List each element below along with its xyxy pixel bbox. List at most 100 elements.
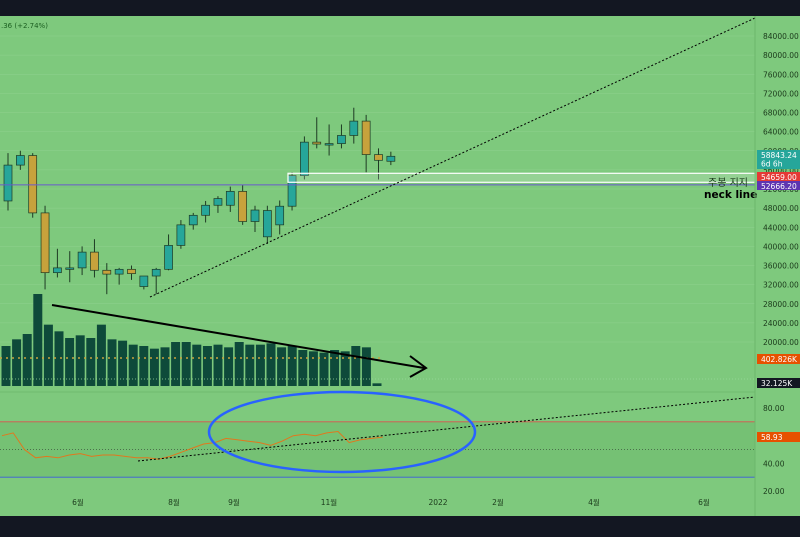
candle-body [386, 155, 396, 162]
candle-body [201, 204, 210, 216]
red-level-label-bg [757, 172, 800, 181]
candle-body [300, 141, 309, 176]
volume-bar [330, 350, 340, 386]
candle-body [28, 155, 38, 214]
neck-line-label: neck line [704, 189, 757, 201]
volume-bar [1, 346, 11, 386]
candle-body [114, 268, 124, 275]
candle-body [324, 143, 334, 146]
volume-bar [224, 347, 234, 386]
arrow-head [409, 355, 428, 378]
time-tick-label: 2022 [428, 498, 447, 507]
rsi-tick-label: 20.00 [763, 487, 785, 496]
price-tick-label: 68000.00 [763, 109, 799, 118]
price-tick-label: 56000.00 [763, 166, 799, 175]
price-tick-label: 84000.00 [763, 32, 799, 41]
price-tick-label: 72000.00 [763, 89, 799, 98]
candle-body [361, 120, 371, 155]
candle-body [213, 198, 223, 206]
price-pane [3, 107, 396, 295]
candle-body [90, 251, 99, 271]
candle-body [312, 141, 322, 145]
candle-body [263, 210, 272, 238]
candle-body [164, 245, 173, 270]
volume-bar [266, 343, 276, 386]
bottom-frame [0, 516, 800, 533]
candle-body [225, 191, 235, 206]
time-tick-label: 6월 [698, 497, 710, 507]
volume-bar [277, 347, 287, 386]
volume-bar [149, 348, 159, 386]
candle-body [176, 224, 186, 246]
header-change-text: .36 (+2.74%) [1, 22, 48, 30]
price-tick-label: 48000.00 [763, 204, 799, 213]
volume-bar [160, 347, 170, 386]
rsi-highlight-ellipse [207, 390, 477, 474]
candle-body [127, 268, 136, 274]
time-tick-label: 11월 [321, 497, 338, 507]
rsi-pane [0, 421, 755, 478]
chart-background [0, 16, 800, 516]
price-axis: 84000.00 80000.00 76000.00 72000.00 68000.00… [754, 16, 800, 516]
current-price-label: 6d 6h [761, 160, 783, 169]
volume-bar [372, 383, 382, 386]
red-level-label: 54659.00 [761, 173, 797, 182]
volume-bar [43, 324, 53, 386]
volume-bar [308, 351, 318, 386]
volume-bar [361, 347, 371, 386]
price-tick-label: 64000.00 [763, 128, 799, 137]
volume-bar [298, 350, 308, 386]
candle-body [287, 175, 297, 207]
rsi-trendline [137, 396, 756, 462]
ascending-trendline [149, 17, 756, 298]
volume-bar [22, 334, 32, 386]
volume-bar [319, 352, 329, 386]
candle-body [139, 275, 149, 287]
volume-bar [245, 344, 255, 386]
volume-bar [287, 346, 297, 386]
volume-bar [181, 342, 191, 386]
purple-level-label-bg [757, 181, 800, 190]
volume-bar [340, 351, 350, 386]
volume-bar [12, 339, 22, 386]
volume-bar [118, 340, 128, 386]
volume-bar [202, 346, 212, 386]
volume-bar [86, 338, 96, 386]
current-price-label: 58843.24 [761, 151, 797, 160]
price-tick-label: 20000.00 [763, 338, 799, 347]
rsi-tick-label: 80.00 [763, 404, 785, 413]
price-tick-label: 44000.00 [763, 223, 799, 232]
volume-pane [0, 294, 755, 386]
candle-body [40, 212, 50, 274]
candle-body [275, 205, 285, 226]
candle-body [250, 209, 260, 222]
candle-body [16, 155, 25, 166]
price-tick-label: 40000.00 [763, 242, 799, 251]
volume-bar [96, 324, 106, 386]
purple-level-label: 52666.20 [761, 182, 797, 191]
time-tick-label: 4월 [588, 497, 600, 507]
volume-bar [234, 342, 244, 386]
price-tick-label: 80000.00 [763, 51, 799, 60]
volume-now-label: 32.125K [761, 379, 793, 388]
candle-body [3, 164, 13, 202]
price-tick-label: 28000.00 [763, 300, 799, 309]
rsi-line [1, 430, 383, 460]
candle-body [151, 268, 161, 277]
volume-bar [75, 335, 85, 386]
candle-body [53, 267, 62, 274]
price-tick-label: 32000.00 [763, 281, 799, 290]
volume-bar [213, 344, 223, 386]
grid-layer [0, 35, 755, 393]
volume-bar [107, 339, 117, 386]
volume-ma-label: 402.826K [761, 355, 798, 364]
candle-body [337, 135, 346, 144]
rsi-now-label: 58.93 [761, 433, 783, 442]
time-tick-label: 6월 [72, 497, 84, 507]
rsi-tick-label: 40.00 [763, 459, 785, 468]
top-frame [0, 0, 800, 16]
volume-bar [255, 344, 265, 386]
volume-bar [128, 344, 138, 386]
candle-body [65, 267, 75, 270]
